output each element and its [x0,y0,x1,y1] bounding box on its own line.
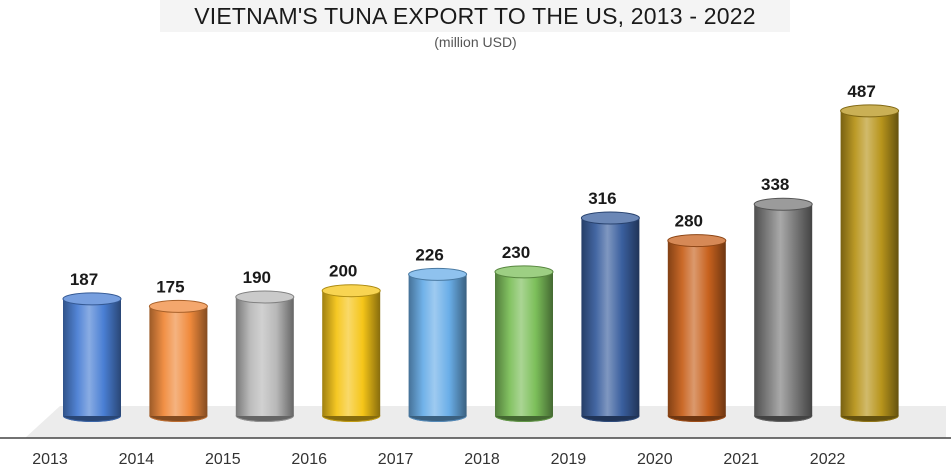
bar-base-rim [63,415,121,422]
bar-2018 [494,265,554,422]
bar-2016 [321,284,381,422]
bar-base-rim [840,415,899,422]
bar-2017 [408,267,468,422]
bar-2022 [840,104,900,422]
bar-top [148,299,208,313]
x-tick-label: 2020 [637,451,673,468]
bar-2019 [580,211,640,422]
value-label: 200 [329,262,357,281]
bar-2014 [148,299,208,422]
x-tick-label: 2013 [32,451,68,468]
bar-top [840,104,900,118]
bar-top [321,284,381,298]
value-label: 280 [675,212,703,231]
bar-body [408,274,467,416]
bar-base-rim [149,415,208,422]
bar-2013 [62,292,122,422]
bar-base-rim [754,415,813,422]
value-label: 230 [502,243,530,262]
bar-body [495,271,553,416]
x-tick-labels-group: 2013 2014 2015 2016 2017 2018 2019 2020 2021 2022 [32,451,845,468]
bar-base-rim [408,415,467,422]
bar-body [581,218,640,416]
bar-body [149,306,208,416]
value-label: 187 [70,270,98,289]
bar-top [580,211,640,225]
value-label: 226 [415,245,443,264]
x-tick-label: 2018 [464,451,500,468]
bar-2015 [235,290,295,422]
bar-body [235,296,294,416]
bar-2021 [753,197,813,422]
bar-base-rim [235,415,294,422]
bar-top [62,292,122,306]
bar-top [667,234,727,248]
bar-body [63,298,121,416]
bar-base-rim [495,415,553,422]
bar-top [408,267,468,281]
bar-2020 [667,234,727,422]
value-labels-group: 187 175 190 200 226 230 316 280 338 487 [70,82,876,296]
bar-base-rim [667,415,726,422]
value-label: 190 [243,268,271,287]
x-tick-label: 2019 [551,451,587,468]
value-label: 487 [847,82,875,101]
bar-top [235,290,295,304]
bar-body [322,290,381,416]
bar-base-rim [322,415,381,422]
chart-title: VIETNAM'S TUNA EXPORT TO THE US, 2013 - … [160,0,790,32]
bar-base-rim [581,415,640,422]
x-tick-label: 2021 [723,451,759,468]
bars-group [62,104,900,422]
x-tick-label: 2016 [291,451,327,468]
x-tick-label: 2017 [378,451,414,468]
bar-top [753,197,813,211]
bar-top [494,265,554,279]
chart-subtitle: (million USD) [434,34,517,50]
x-tick-label: 2022 [810,451,846,468]
value-label: 175 [156,277,184,296]
bar-body [754,204,813,416]
x-tick-label: 2015 [205,451,241,468]
bar-body [667,240,726,416]
x-tick-label: 2014 [119,451,155,468]
value-label: 316 [588,189,616,208]
value-label: 338 [761,175,789,194]
bar-body [840,110,899,416]
